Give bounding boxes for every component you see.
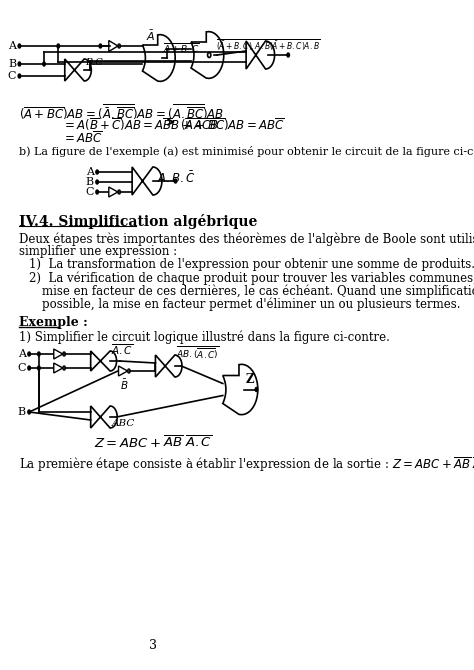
- Circle shape: [174, 179, 177, 183]
- PathPatch shape: [155, 355, 182, 377]
- Circle shape: [37, 366, 40, 370]
- PathPatch shape: [54, 349, 63, 359]
- PathPatch shape: [132, 167, 162, 195]
- PathPatch shape: [191, 31, 224, 78]
- Circle shape: [18, 62, 21, 66]
- Text: $A.B.\bar{C}$: $A.B.\bar{C}$: [157, 170, 196, 186]
- PathPatch shape: [143, 35, 175, 81]
- Text: B: B: [86, 177, 94, 187]
- PathPatch shape: [91, 406, 117, 428]
- Text: possible, la mise en facteur permet d'éliminer un ou plusieurs termes.: possible, la mise en facteur permet d'él…: [42, 297, 461, 310]
- PathPatch shape: [54, 363, 63, 373]
- Text: $\overline{(\bar{A}+B.C).A.B}$: $\overline{(\bar{A}+B.C).A.B}$: [216, 38, 271, 52]
- PathPatch shape: [65, 59, 91, 81]
- Text: $= A(\overline{B}+\overline{C})AB = A\overline{B}B + A\overline{C}B$: $= A(\overline{B}+\overline{C})AB = A\ov…: [62, 116, 219, 133]
- Text: $= AB\overline{C}$: $= AB\overline{C}$: [62, 130, 102, 146]
- Text: A: A: [8, 41, 16, 51]
- Text: $\overline{A.C}$: $\overline{A.C}$: [111, 342, 134, 357]
- Circle shape: [287, 53, 290, 57]
- Circle shape: [37, 352, 40, 356]
- PathPatch shape: [223, 364, 258, 415]
- Circle shape: [28, 352, 30, 356]
- Text: $\bar{B}$: $\bar{B}$: [120, 378, 128, 392]
- Text: A: A: [18, 349, 26, 359]
- Circle shape: [255, 387, 258, 391]
- Text: La première étape consiste à établir l'expression de la sortie : $Z = ABC + \ove: La première étape consiste à établir l'e…: [19, 455, 474, 474]
- Text: B: B: [8, 59, 16, 69]
- Text: $\bar{A}$: $\bar{A}$: [146, 29, 155, 43]
- Text: $(\overline{A+BC})AB = AB\overline{C}$: $(\overline{A+BC})AB = AB\overline{C}$: [180, 116, 285, 133]
- Text: C: C: [85, 187, 94, 197]
- Circle shape: [57, 44, 60, 48]
- Text: $(\overline{A+BC})AB = (\overline{\bar{A}.\overline{BC}})AB = (\overline{A.\over: $(\overline{A+BC})AB = (\overline{\bar{A…: [19, 102, 225, 122]
- Text: IV.4. Simplification algébrique: IV.4. Simplification algébrique: [19, 214, 258, 229]
- Text: $\overline{AB.(\overline{A.C})}$: $\overline{AB.(\overline{A.C})}$: [175, 345, 219, 362]
- Text: B.C: B.C: [85, 58, 103, 67]
- Text: mise en facteur de ces dernières, le cas échéant. Quand une simplification est: mise en facteur de ces dernières, le cas…: [42, 284, 474, 297]
- Text: $Z = ABC + \overline{AB}\;\overline{A.C}$: $Z = ABC + \overline{AB}\;\overline{A.C}…: [94, 435, 212, 452]
- Circle shape: [18, 44, 21, 48]
- Text: $\overline{(\bar{A}+B.C)A.B}$: $\overline{(\bar{A}+B.C)A.B}$: [269, 38, 320, 52]
- Circle shape: [28, 410, 30, 414]
- Circle shape: [99, 44, 102, 48]
- Text: C: C: [18, 363, 26, 373]
- Text: B: B: [18, 407, 26, 417]
- PathPatch shape: [118, 366, 128, 376]
- Circle shape: [96, 180, 99, 184]
- Text: C: C: [8, 71, 16, 81]
- PathPatch shape: [109, 187, 118, 197]
- Text: 1) Simplifier le circuit logique illustré dans la figure ci-contre.: 1) Simplifier le circuit logique illustr…: [19, 330, 390, 344]
- PathPatch shape: [246, 41, 274, 69]
- Text: Exemple :: Exemple :: [19, 316, 88, 329]
- Text: simplifier une expression :: simplifier une expression :: [19, 245, 178, 258]
- Circle shape: [96, 170, 99, 174]
- Text: Deux étapes très importantes des théorèmes de l'algèbre de Boole sont utilisées : Deux étapes très importantes des théorèm…: [19, 232, 474, 245]
- Circle shape: [28, 366, 30, 370]
- Text: Z: Z: [246, 373, 255, 385]
- Circle shape: [18, 74, 21, 78]
- Text: b) La figure de l'exemple (a) est minimisé pour obtenir le circuit de la figure : b) La figure de l'exemple (a) est minimi…: [19, 146, 474, 157]
- PathPatch shape: [91, 351, 117, 371]
- Text: 2)  La vérification de chaque produit pour trouver les variables communes, puis : 2) La vérification de chaque produit pou…: [29, 271, 474, 285]
- PathPatch shape: [109, 40, 118, 52]
- Text: 3: 3: [149, 639, 157, 652]
- Text: $\overline{A+B.C}$: $\overline{A+B.C}$: [163, 41, 200, 55]
- Circle shape: [96, 190, 99, 194]
- Text: ABC: ABC: [111, 419, 135, 428]
- Text: 1)  La transformation de l'expression pour obtenir une somme de produits.: 1) La transformation de l'expression pou…: [29, 258, 474, 271]
- Text: A: A: [86, 167, 94, 177]
- Circle shape: [43, 62, 46, 66]
